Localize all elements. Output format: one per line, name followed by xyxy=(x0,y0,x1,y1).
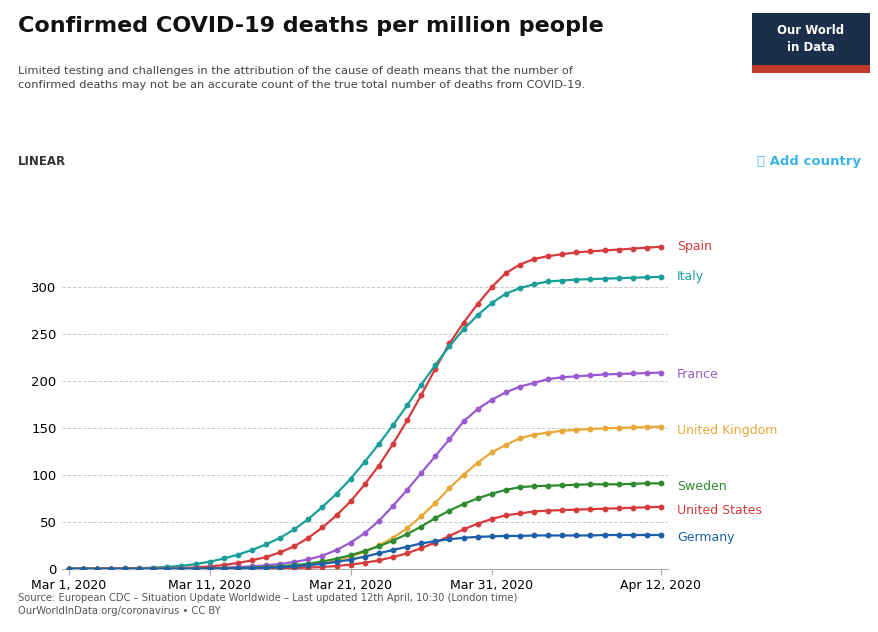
Text: Italy: Italy xyxy=(676,270,703,283)
Text: Our World
in Data: Our World in Data xyxy=(776,24,844,54)
Text: France: France xyxy=(676,368,717,381)
Text: LINEAR: LINEAR xyxy=(18,155,66,168)
Text: United States: United States xyxy=(676,504,761,517)
Text: Limited testing and challenges in the attribution of the cause of death means th: Limited testing and challenges in the at… xyxy=(18,66,584,90)
Text: Spain: Spain xyxy=(676,240,711,253)
Text: ➕ Add country: ➕ Add country xyxy=(757,155,860,168)
Text: Germany: Germany xyxy=(676,532,733,544)
Text: Sweden: Sweden xyxy=(676,480,725,493)
Text: United Kingdom: United Kingdom xyxy=(676,424,776,437)
Text: Source: European CDC – Situation Update Worldwide – Last updated 12th April, 10:: Source: European CDC – Situation Update … xyxy=(18,593,516,616)
Text: Confirmed COVID-19 deaths per million people: Confirmed COVID-19 deaths per million pe… xyxy=(18,16,602,36)
